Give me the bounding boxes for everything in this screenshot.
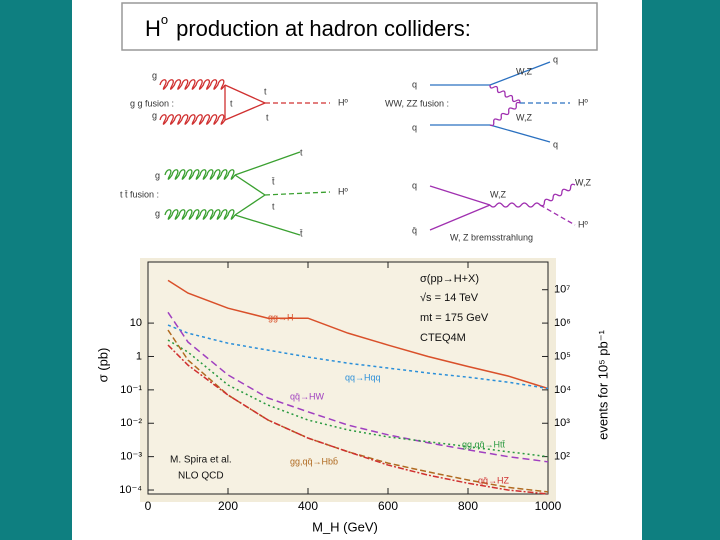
fermion-line — [234, 214, 301, 236]
series-line — [167, 324, 549, 390]
series-label: qq→Hqq — [345, 372, 381, 382]
diagram-label: g — [152, 70, 157, 80]
series-line — [167, 311, 549, 463]
x-tick-label: 200 — [218, 499, 238, 513]
gluon-line — [159, 79, 226, 90]
fermion-line — [234, 194, 266, 216]
diagram-label: Hº — [578, 97, 588, 107]
x-tick-label: 400 — [298, 499, 318, 513]
y2-tick-label: 10³ — [554, 417, 570, 429]
gluon-line — [159, 114, 226, 125]
diagram-label: Hº — [578, 219, 588, 229]
annotation: √s = 14 TeV — [420, 292, 479, 304]
title-rest: production at hadron colliders: — [176, 16, 471, 41]
diagram-label: Hº — [338, 186, 348, 196]
x-tick-label: 0 — [145, 499, 152, 513]
fermion-line — [489, 61, 551, 86]
fermion-line — [429, 185, 491, 206]
y-tick-label: 10⁻¹ — [120, 384, 142, 396]
diagram-label: W,Z — [490, 189, 506, 199]
feynman-diagrams: g g g g fusion : t t t Hº q q q q W,Z W,Z Hº WW, ZZ fu… — [120, 54, 591, 242]
fermion-line — [234, 151, 301, 176]
diagram-label: t — [230, 98, 233, 108]
boson-line — [489, 84, 521, 104]
x-tick-label: 600 — [378, 499, 398, 513]
fermion-line — [264, 191, 331, 196]
diagram-label: g — [155, 208, 160, 218]
plot-area — [147, 261, 549, 495]
x-tick-label: 800 — [458, 499, 478, 513]
diagram-label: t̄ — [271, 176, 275, 186]
title-box — [121, 2, 598, 51]
y-tick-label: 10 — [130, 317, 142, 329]
diagram-label: W,Z — [516, 112, 532, 122]
diagram-label: q — [412, 180, 417, 190]
annotation: NLO QCD — [178, 471, 224, 482]
boson-line — [489, 101, 521, 127]
annotation: σ(pp→H+X) — [420, 273, 479, 285]
fermion-line — [234, 174, 266, 196]
annotation: CTEQ4M — [420, 332, 466, 344]
diagram-label: t t̄ fusion : — [120, 189, 159, 199]
diagram-label: g — [152, 110, 157, 120]
boson-line — [489, 202, 541, 208]
diagram-label: Hº — [338, 97, 348, 107]
diagram-label: q — [412, 122, 417, 132]
y-tick-label: 10⁻⁴ — [119, 484, 142, 496]
diagram-label: g g fusion : — [130, 98, 174, 108]
diagram-label: t — [264, 86, 267, 96]
series-line — [167, 344, 549, 495]
series-line — [167, 279, 549, 390]
y2-tick-label: 10⁴ — [554, 384, 571, 396]
diagram-label: t — [300, 147, 303, 157]
diagram-label: WW, ZZ fusion : — [385, 98, 449, 108]
y2-tick-label: 10² — [554, 451, 570, 463]
diagram-label: W,Z — [516, 66, 532, 76]
annotation: M. Spira et al. — [170, 455, 232, 466]
annotation: mt = 175 GeV — [420, 312, 489, 324]
y-tick-label: 10⁻³ — [120, 451, 142, 463]
title-sup: o — [161, 12, 168, 27]
y-tick-label: 10⁻² — [120, 417, 142, 429]
x-tick-label: 1000 — [535, 499, 562, 513]
title-h: H — [145, 16, 161, 41]
series-label: gg→H — [268, 312, 294, 322]
diagram-label: q — [412, 79, 417, 89]
diagram-label: q — [553, 54, 558, 64]
gluon-line — [164, 169, 236, 180]
fermion-line — [539, 204, 576, 226]
x-axis-label: M_H (GeV) — [312, 519, 378, 534]
slide-title: Ho production at hadron colliders: — [145, 12, 471, 40]
fermion-line — [224, 102, 266, 121]
series-label: gg,qq̄→Hbb̄ — [290, 456, 338, 466]
y-tick-label: 1 — [136, 350, 142, 362]
fermion-line — [489, 124, 551, 143]
diagram-label: W, Z bremsstrahlung — [450, 232, 533, 242]
diagram-label: W,Z — [575, 177, 591, 187]
boson-line — [539, 183, 576, 207]
y-axis-label: σ (pb) — [95, 348, 110, 383]
fermion-line — [224, 84, 266, 104]
y2-tick-label: 10⁵ — [554, 350, 571, 362]
chart: 0 200 400 600 800 1000 10⁻⁴ 10⁻³ 10⁻² 10⁻¹ 1 10 10² 1… — [95, 261, 610, 534]
diagram-label: q̄ — [412, 225, 417, 235]
gluon-line — [164, 209, 236, 220]
y2-axis-label: events for 10⁵ pb⁻¹ — [595, 329, 610, 439]
diagram-label: g — [155, 170, 160, 180]
diagram-label: t — [266, 112, 269, 122]
diagram-label: t̄ — [299, 228, 303, 238]
y2-tick-label: 10⁶ — [554, 317, 571, 329]
series-label: qq̄→HZ — [478, 475, 510, 485]
series-label: qq̄→HW — [290, 391, 325, 401]
series-label: gg,qq̄→Htt̄ — [462, 439, 506, 449]
diagram-label: t — [272, 201, 275, 211]
y2-tick-label: 10⁷ — [554, 284, 570, 296]
diagram-label: q — [553, 139, 558, 149]
fermion-line — [429, 204, 491, 231]
